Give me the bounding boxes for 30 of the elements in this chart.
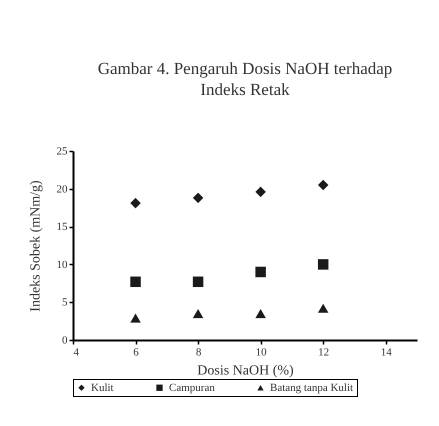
point bbox=[255, 266, 266, 278]
y-axis-title: Indeks Sobek (mNm/g) bbox=[28, 180, 44, 312]
x-tick-label: 8 bbox=[196, 346, 202, 358]
y-tick-label: 5 bbox=[62, 296, 68, 309]
x-tick-label: 10 bbox=[256, 346, 268, 358]
y-tick-label: 10 bbox=[56, 258, 68, 271]
legend-label: Campuran bbox=[169, 382, 216, 394]
point bbox=[318, 259, 328, 270]
legend-label: Kulit bbox=[91, 382, 114, 394]
y-tick-label: 25 bbox=[56, 146, 68, 158]
x-tick-label: 6 bbox=[133, 346, 140, 358]
chart-title: Gambar 4. Pengaruh Dosis NaOH terhadap Indeks Retak bbox=[98, 59, 392, 99]
x-tick-label: 12 bbox=[318, 346, 330, 358]
point bbox=[130, 276, 141, 288]
point bbox=[192, 309, 204, 318]
point bbox=[255, 186, 266, 198]
point bbox=[255, 309, 266, 318]
y-tick-label: 20 bbox=[56, 183, 68, 196]
x-tick-label: 4 bbox=[74, 346, 80, 358]
y-tick-label: 0 bbox=[62, 334, 68, 346]
legend-label: Batang tanpa Kulit bbox=[270, 382, 354, 394]
point bbox=[192, 192, 204, 204]
point bbox=[318, 180, 328, 190]
x-axis-title: Dosis NaOH (%) bbox=[197, 364, 294, 378]
y-tick-label: 15 bbox=[56, 221, 68, 234]
point bbox=[130, 198, 141, 208]
point bbox=[130, 314, 141, 323]
point bbox=[192, 276, 204, 288]
point bbox=[318, 304, 328, 313]
x-tick-label: 14 bbox=[380, 346, 392, 358]
